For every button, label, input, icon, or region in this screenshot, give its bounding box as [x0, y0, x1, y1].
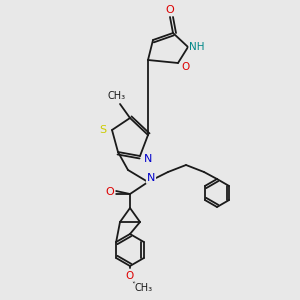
- Text: S: S: [99, 125, 106, 135]
- Text: N: N: [144, 154, 152, 164]
- Text: CH₃: CH₃: [135, 283, 153, 293]
- Text: O: O: [181, 62, 189, 72]
- Text: O: O: [126, 271, 134, 281]
- Text: N: N: [147, 173, 155, 183]
- Text: O: O: [166, 5, 174, 15]
- Text: O: O: [106, 187, 114, 197]
- Text: CH₃: CH₃: [108, 91, 126, 101]
- Text: NH: NH: [189, 42, 205, 52]
